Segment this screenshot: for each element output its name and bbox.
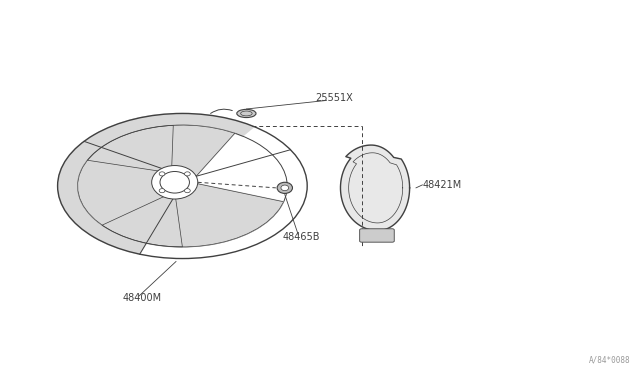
Polygon shape [77,125,284,247]
Ellipse shape [184,189,190,193]
Polygon shape [58,115,164,254]
Text: 25551X: 25551X [315,93,353,103]
Text: A/84*0088: A/84*0088 [589,356,630,365]
Text: 48465B: 48465B [282,232,320,242]
Text: 48421M: 48421M [422,180,461,190]
Ellipse shape [55,112,310,260]
Polygon shape [130,113,254,136]
Polygon shape [340,145,410,231]
Ellipse shape [152,166,198,199]
Ellipse shape [159,189,165,193]
Polygon shape [88,125,173,173]
FancyBboxPatch shape [360,229,394,242]
Ellipse shape [184,172,190,176]
Ellipse shape [237,109,256,118]
Ellipse shape [160,171,189,193]
Ellipse shape [281,185,289,191]
Ellipse shape [277,182,292,193]
Ellipse shape [159,172,165,176]
Text: 48400M: 48400M [123,293,162,303]
Polygon shape [102,192,182,247]
